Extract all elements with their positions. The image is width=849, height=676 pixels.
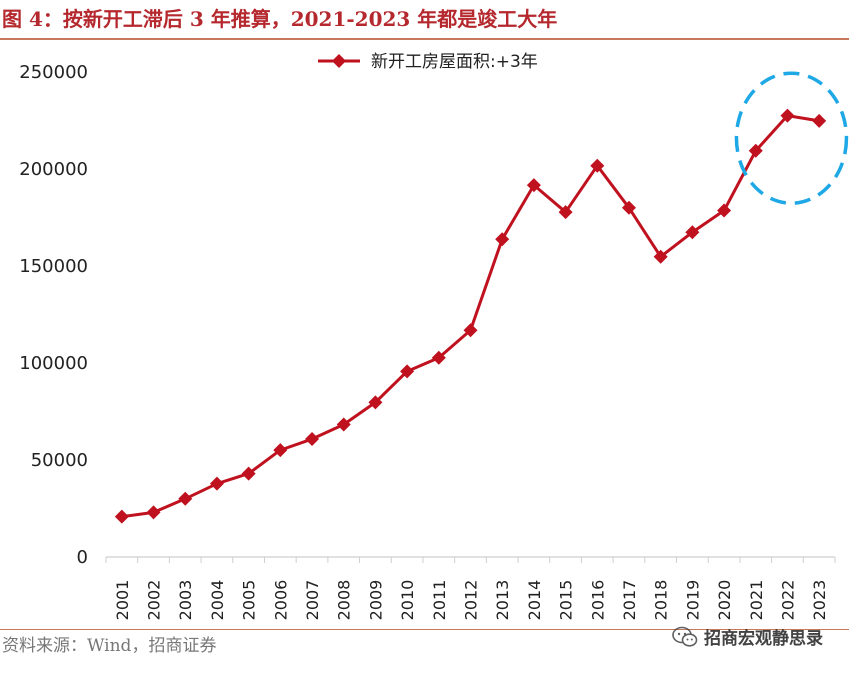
data-point-marker bbox=[178, 491, 193, 506]
x-tick-label: 2011 bbox=[430, 580, 449, 621]
data-point-marker bbox=[209, 476, 224, 491]
data-point-marker bbox=[431, 350, 446, 365]
data-point-marker bbox=[146, 505, 161, 520]
x-tick-label: 2019 bbox=[683, 580, 702, 621]
data-point-marker bbox=[368, 395, 383, 410]
data-point-marker bbox=[558, 205, 573, 220]
data-point-marker bbox=[114, 509, 129, 524]
data-point-marker bbox=[653, 249, 668, 264]
series-line bbox=[121, 114, 820, 519]
y-tick-label: 250000 bbox=[19, 62, 88, 83]
x-tick-label: 2012 bbox=[462, 580, 481, 621]
x-tick-label: 2014 bbox=[525, 580, 544, 621]
x-tick-label: 2004 bbox=[208, 580, 227, 621]
source-note: 资料来源：Wind，招商证券 bbox=[2, 636, 217, 656]
y-tick-label: 0 bbox=[77, 547, 88, 568]
y-tick-label: 200000 bbox=[19, 159, 88, 180]
x-tick-label: 2017 bbox=[620, 580, 639, 621]
x-tick-label: 2016 bbox=[588, 580, 607, 621]
title-divider bbox=[0, 38, 849, 40]
data-point-marker bbox=[621, 200, 636, 215]
source-divider bbox=[0, 629, 849, 630]
x-tick-label: 2009 bbox=[366, 580, 385, 621]
data-point-marker bbox=[526, 178, 541, 193]
x-tick-label: 2020 bbox=[715, 580, 734, 621]
y-tick-label: 150000 bbox=[19, 256, 88, 277]
x-tick-label: 2022 bbox=[778, 580, 797, 621]
data-point-marker bbox=[495, 232, 510, 247]
figure-title: 图 4：按新开工滞后 3 年推算，2021-2023 年都是竣工大年 bbox=[2, 7, 558, 31]
legend-label: 新开工房屋面积:+3年 bbox=[371, 52, 538, 72]
watermark-text: 招商宏观静思录 bbox=[704, 629, 823, 649]
data-point-marker bbox=[812, 113, 827, 128]
data-point-marker bbox=[400, 364, 415, 379]
y-tick-label: 100000 bbox=[19, 353, 88, 374]
watermark: 招商宏观静思录 bbox=[672, 624, 823, 649]
data-point-marker bbox=[336, 417, 351, 432]
data-point-marker bbox=[685, 225, 700, 240]
data-point-marker bbox=[748, 143, 763, 158]
x-tick-label: 2013 bbox=[493, 580, 512, 621]
x-tick-label: 2002 bbox=[145, 580, 164, 621]
wechat-icon bbox=[672, 626, 698, 647]
y-tick-label: 50000 bbox=[31, 450, 88, 471]
x-tick-label: 2001 bbox=[113, 580, 132, 621]
data-point-marker bbox=[305, 432, 320, 447]
data-point-marker bbox=[241, 466, 256, 481]
data-point-marker bbox=[780, 108, 795, 123]
x-tick-label: 2007 bbox=[303, 580, 322, 621]
line-chart: 0 50000 100000 150000 200000 250000 2001 2002 20… bbox=[19, 52, 849, 621]
x-tick-label: 2010 bbox=[398, 580, 417, 621]
data-point-marker bbox=[717, 203, 732, 218]
x-tick-label: 2003 bbox=[176, 580, 195, 621]
x-tick-label: 2021 bbox=[747, 580, 766, 621]
data-point-marker bbox=[273, 443, 288, 458]
x-tick-label: 2015 bbox=[557, 580, 576, 621]
x-tick-label: 2018 bbox=[652, 580, 671, 621]
legend-marker bbox=[332, 54, 346, 68]
data-point-marker bbox=[590, 158, 605, 173]
highlight-ellipse bbox=[734, 71, 849, 205]
data-point-marker bbox=[463, 323, 478, 338]
x-tick-label: 2005 bbox=[240, 580, 259, 621]
x-tick-label: 2008 bbox=[335, 580, 354, 621]
x-tick-label: 2023 bbox=[810, 580, 829, 621]
x-tick-label: 2006 bbox=[271, 580, 290, 621]
